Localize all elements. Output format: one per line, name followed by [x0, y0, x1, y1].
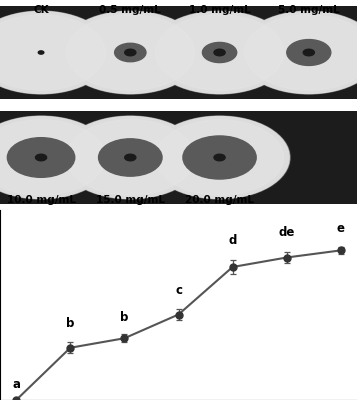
Circle shape — [125, 154, 136, 161]
Text: d: d — [228, 234, 237, 246]
Text: c: c — [175, 284, 182, 297]
FancyBboxPatch shape — [0, 6, 357, 99]
Circle shape — [115, 43, 146, 62]
Circle shape — [0, 15, 105, 90]
Text: 15.0 mg/mL: 15.0 mg/mL — [96, 195, 165, 205]
Circle shape — [0, 120, 105, 195]
Text: 0.5 mg/mL: 0.5 mg/mL — [100, 5, 161, 15]
Text: 10.0 mg/mL: 10.0 mg/mL — [6, 195, 76, 205]
Circle shape — [148, 116, 291, 200]
Circle shape — [0, 11, 111, 94]
Text: CK: CK — [33, 5, 49, 15]
Circle shape — [0, 10, 112, 94]
Circle shape — [156, 15, 283, 90]
Circle shape — [0, 116, 111, 199]
Text: a: a — [12, 378, 20, 392]
Circle shape — [149, 116, 290, 199]
Circle shape — [245, 15, 357, 90]
Text: 20.0 mg/mL: 20.0 mg/mL — [185, 195, 254, 205]
Circle shape — [238, 11, 357, 94]
Circle shape — [38, 51, 44, 54]
Circle shape — [183, 136, 256, 179]
Circle shape — [35, 154, 47, 161]
Circle shape — [0, 12, 111, 94]
Circle shape — [150, 12, 289, 94]
Circle shape — [239, 12, 357, 94]
Circle shape — [214, 49, 225, 56]
Circle shape — [0, 116, 112, 200]
Circle shape — [66, 15, 194, 90]
Circle shape — [59, 10, 202, 94]
Text: b: b — [66, 317, 75, 330]
Circle shape — [150, 116, 289, 198]
Circle shape — [214, 154, 225, 161]
Circle shape — [125, 49, 136, 56]
Circle shape — [148, 10, 291, 94]
Text: b: b — [120, 311, 129, 324]
Circle shape — [7, 138, 75, 177]
Circle shape — [237, 10, 357, 94]
Circle shape — [61, 116, 200, 198]
Circle shape — [287, 40, 331, 66]
Text: 1.0 mg/mL: 1.0 mg/mL — [189, 5, 250, 15]
Circle shape — [59, 116, 202, 200]
Circle shape — [303, 49, 315, 56]
Circle shape — [66, 120, 194, 195]
Circle shape — [0, 116, 111, 198]
FancyBboxPatch shape — [0, 111, 357, 204]
Circle shape — [99, 139, 162, 176]
Circle shape — [202, 42, 237, 62]
Circle shape — [61, 12, 200, 94]
Circle shape — [156, 120, 283, 195]
Text: de: de — [278, 226, 295, 238]
Circle shape — [60, 116, 201, 199]
Circle shape — [149, 11, 290, 94]
Text: 5.0 mg/mL: 5.0 mg/mL — [278, 5, 340, 15]
Text: e: e — [337, 222, 345, 235]
Circle shape — [60, 11, 201, 94]
